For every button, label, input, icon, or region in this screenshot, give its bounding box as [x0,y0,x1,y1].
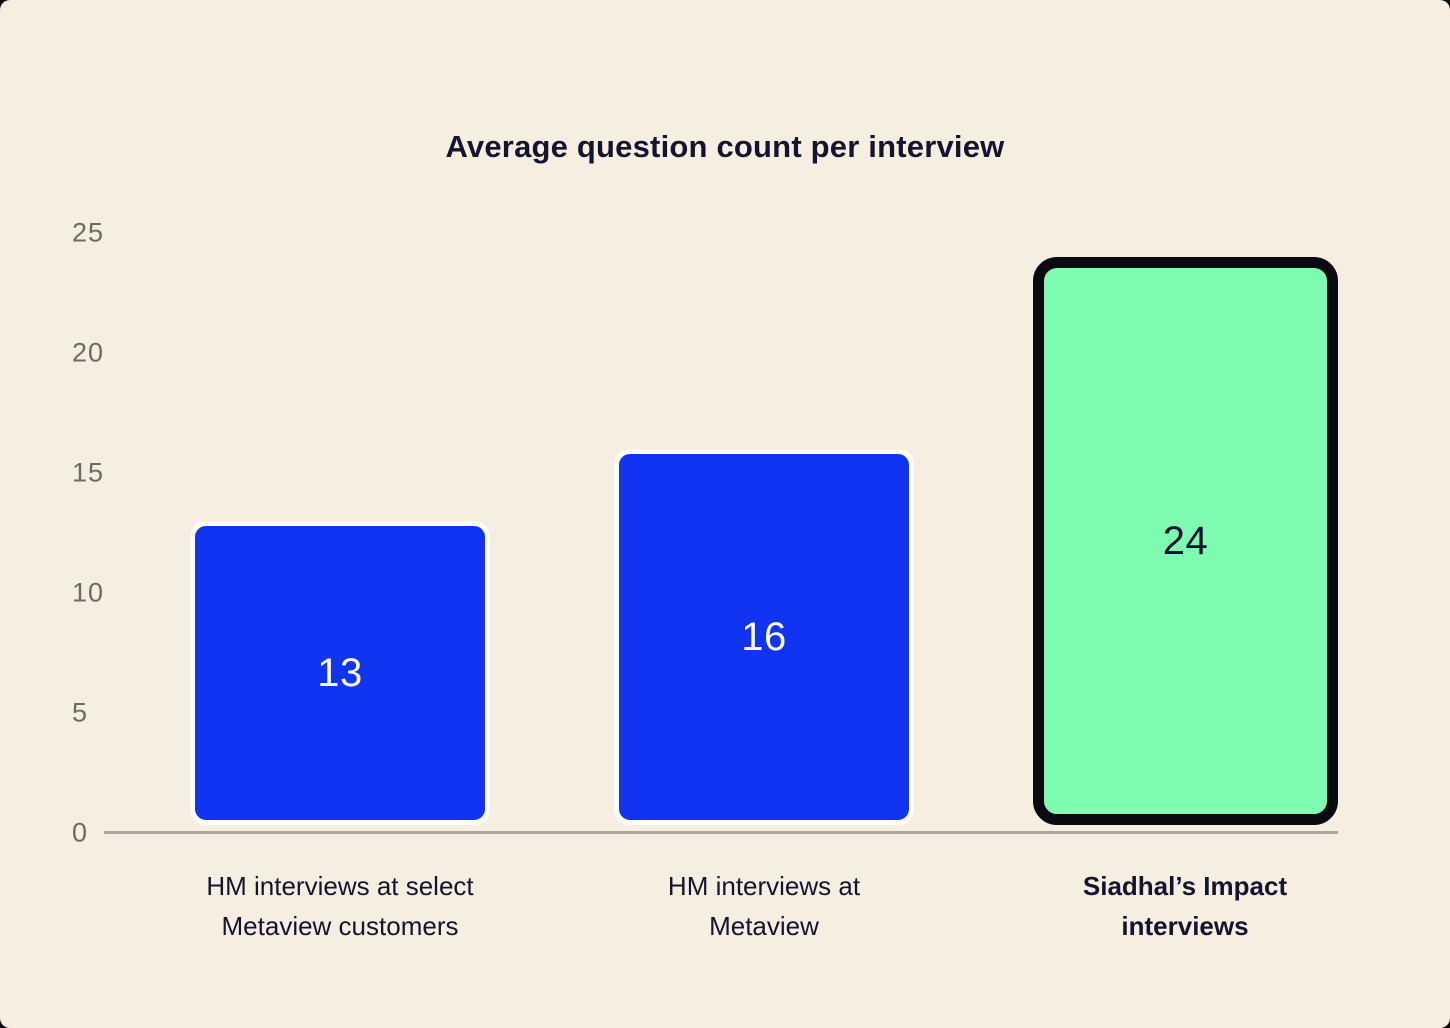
category-label-line: Metaview [709,911,819,941]
category-label-hm-select-customers: HM interviews at select Metaview custome… [140,866,540,946]
bar-group-hm-metaview: 16 [614,449,914,825]
y-axis-tick-20: 20 [72,337,105,368]
chart-title: Average question count per interview [445,129,1005,164]
bar-value-label: 16 [741,614,787,659]
bar-value-label: 13 [317,650,363,695]
bar-hm-select-customers: 13 [190,521,490,825]
x-axis-line [104,831,1338,834]
y-axis-tick-0: 0 [72,817,89,848]
bar-group-hm-select-customers: 13 [190,521,490,825]
category-label-hm-metaview: HM interviews at Metaview [564,866,964,946]
category-label-siadhal-impact: Siadhal’s Impact interviews [985,866,1385,946]
y-axis-tick-15: 15 [72,457,105,488]
y-axis-tick-5: 5 [72,697,89,728]
bar-hm-metaview: 16 [614,449,914,825]
y-axis-tick-25: 25 [72,217,105,248]
category-label-line: Metaview customers [221,911,459,941]
category-label-line: HM interviews at [667,871,861,901]
category-label-line: Siadhal’s Impact [1082,871,1288,901]
bar-siadhal-impact: 24 [1033,257,1338,825]
category-label-line: interviews [1121,911,1249,941]
category-label-line: HM interviews at select [206,871,474,901]
y-axis-tick-10: 10 [72,577,105,608]
bar-value-label: 24 [1162,518,1209,563]
bar-group-siadhal-impact: 24 [1033,257,1338,825]
